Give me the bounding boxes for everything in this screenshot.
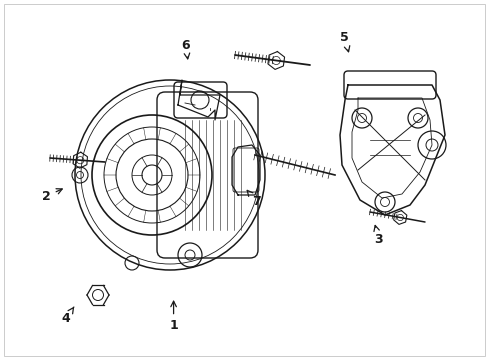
Text: 3: 3 xyxy=(373,225,383,246)
Text: 5: 5 xyxy=(340,31,349,52)
Text: 2: 2 xyxy=(42,189,62,203)
Text: 6: 6 xyxy=(181,39,190,59)
Text: 7: 7 xyxy=(246,190,261,208)
Text: 1: 1 xyxy=(169,301,178,332)
Text: 4: 4 xyxy=(61,307,74,325)
